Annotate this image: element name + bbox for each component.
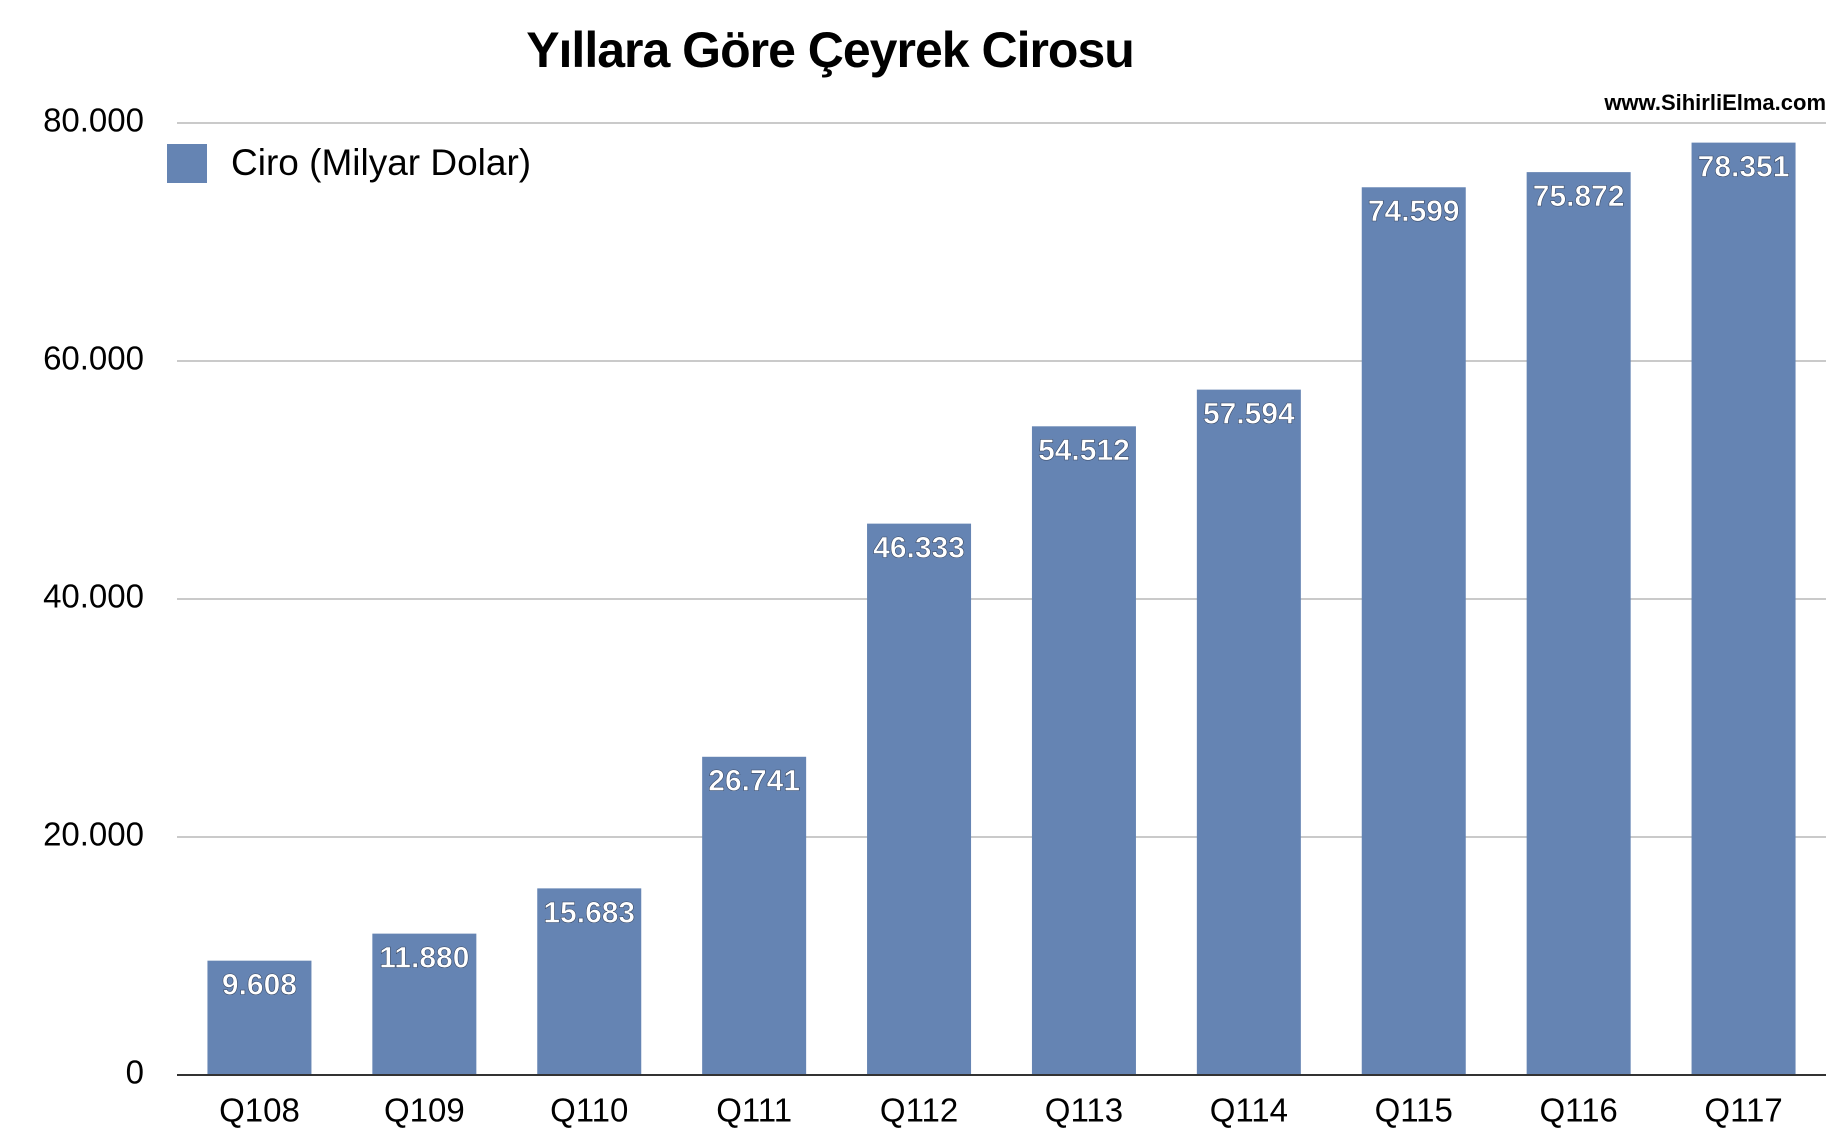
x-tick-label: Q114 <box>1210 1092 1288 1129</box>
y-tick-label: 20.000 <box>43 816 144 853</box>
data-label: 75.872 <box>1533 180 1625 213</box>
data-label: 57.594 <box>1203 398 1295 431</box>
y-tick-label: 80.000 <box>43 102 144 139</box>
data-label: 54.512 <box>1038 434 1130 467</box>
data-label: 9.608 <box>222 969 297 1002</box>
bar <box>1196 389 1301 1075</box>
watermark: www.SihirliElma.com <box>1603 90 1826 115</box>
x-tick-label: Q116 <box>1540 1092 1618 1129</box>
x-tick-label: Q117 <box>1704 1092 1782 1129</box>
legend-swatch <box>167 144 207 183</box>
data-label: 15.683 <box>543 896 635 929</box>
bar <box>702 756 807 1075</box>
x-tick-label: Q111 <box>716 1092 792 1129</box>
data-label: 46.333 <box>873 532 965 565</box>
data-label: 11.880 <box>379 942 469 975</box>
x-tick-label: Q109 <box>384 1092 465 1129</box>
x-tick-label: Q112 <box>880 1092 958 1129</box>
legend-label: Ciro (Milyar Dolar) <box>231 142 531 183</box>
x-tick-label: Q108 <box>219 1092 300 1129</box>
bar <box>537 888 642 1075</box>
bar <box>1526 172 1631 1076</box>
y-tick-label: 0 <box>126 1054 144 1091</box>
bar <box>1361 187 1466 1075</box>
bar <box>207 960 312 1075</box>
x-tick-label: Q113 <box>1045 1092 1123 1129</box>
data-label: 78.351 <box>1698 151 1790 184</box>
y-tick-label: 40.000 <box>43 578 144 615</box>
data-label: 74.599 <box>1368 195 1460 228</box>
chart-title: Yıllara Göre Çeyrek Cirosu <box>526 22 1134 78</box>
bar <box>867 523 972 1075</box>
bar <box>372 933 477 1075</box>
x-tick-label: Q115 <box>1375 1092 1453 1129</box>
x-tick-label: Q110 <box>550 1092 628 1129</box>
bar <box>1031 426 1136 1075</box>
data-label: 26.741 <box>708 765 800 798</box>
y-tick-label: 60.000 <box>43 340 144 377</box>
bar <box>1691 142 1796 1075</box>
